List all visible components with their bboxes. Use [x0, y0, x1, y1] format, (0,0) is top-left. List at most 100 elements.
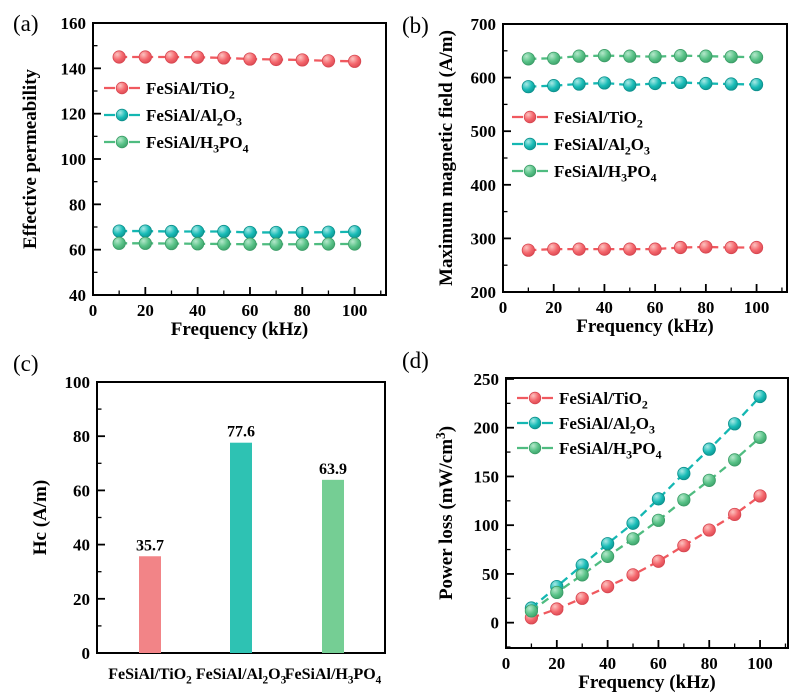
data-point-marker — [521, 52, 535, 66]
plot-area — [92, 22, 387, 296]
data-point-marker — [749, 50, 764, 64]
bar-tio2 — [139, 556, 161, 653]
data-point-marker — [138, 236, 152, 250]
x-axis-label: Frequency (kHz) — [578, 672, 715, 693]
data-point-marker — [699, 49, 713, 63]
series-line — [528, 245, 757, 252]
data-point-marker — [626, 568, 640, 582]
legend-label: FeSiAl/Al2O3 — [146, 106, 242, 129]
data-point-marker — [728, 453, 742, 467]
y-tick-label: 40 — [73, 536, 90, 555]
y-axis-label: Power loss (mW/cm3) — [433, 426, 457, 600]
x-tick-label: 60 — [650, 654, 667, 673]
series-line — [530, 395, 761, 609]
data-point-marker — [699, 76, 713, 91]
data-point-marker — [648, 242, 662, 256]
plot-area — [502, 23, 788, 293]
x-tick-label: 80 — [701, 654, 718, 673]
data-point-marker — [728, 507, 742, 522]
legend-item: FeSiAl/Al2O3 — [512, 135, 650, 158]
series-line — [531, 495, 761, 619]
y-tick-label: 500 — [471, 122, 497, 141]
data-point-marker — [217, 51, 231, 65]
panel-label: (d) — [402, 350, 429, 373]
x-tick-label: 20 — [548, 654, 565, 673]
data-point-marker — [269, 225, 283, 240]
data-point-marker — [191, 237, 205, 251]
data-point-marker — [699, 240, 713, 254]
legend: FeSiAl/TiO2 FeSiAl/Al2O3 FeSiAl/H3PO4 — [104, 79, 249, 156]
legend-item: FeSiAl/TiO2 — [517, 389, 648, 412]
x-tick-label: 60 — [647, 298, 664, 317]
series-tio2 — [112, 50, 362, 68]
data-point-marker — [601, 579, 615, 594]
data-point-marker — [572, 49, 586, 63]
y-tick-label: 250 — [474, 370, 500, 389]
data-point-marker — [597, 242, 612, 256]
legend-label: FeSiAl/Al2O3 — [554, 135, 650, 158]
data-point-marker — [321, 225, 336, 239]
legend-item: FeSiAl/H3PO4 — [512, 162, 657, 185]
data-point-marker — [753, 489, 767, 503]
panel-b-maximum-magnetic-field-chart: 0 20 40 60 80 100 200 300 400 500 600 700 Frequency … — [402, 13, 788, 337]
data-point-marker — [112, 224, 126, 238]
series-tio2 — [521, 240, 764, 257]
x-tick-label: 80 — [697, 298, 714, 317]
x-tick-label: 0 — [499, 298, 508, 317]
data-point-marker — [269, 52, 283, 67]
data-point-marker — [243, 225, 257, 240]
data-point-marker — [724, 50, 738, 64]
bar-value-label: 63.9 — [319, 461, 347, 478]
series-line — [119, 242, 355, 246]
series-line — [528, 54, 757, 60]
y-tick-label: 50 — [482, 565, 499, 584]
data-point-marker — [521, 243, 535, 257]
data-point-marker — [115, 108, 129, 122]
legend-item: FeSiAl/TiO2 — [104, 79, 235, 102]
y-tick-label: 60 — [69, 241, 86, 260]
y-tick-label: 140 — [61, 59, 87, 78]
category-label: FeSiAl/TiO2 — [108, 666, 192, 687]
legend-item: FeSiAl/TiO2 — [512, 108, 643, 131]
data-point-marker — [673, 240, 688, 255]
legend-label: FeSiAl/Al2O3 — [559, 414, 655, 437]
data-point-marker — [753, 389, 767, 404]
y-tick-label: 400 — [471, 176, 497, 195]
panel-label: (b) — [402, 13, 429, 38]
y-tick-label: 200 — [474, 419, 500, 438]
data-point-marker — [572, 242, 586, 256]
y-tick-label: 700 — [471, 15, 497, 34]
y-tick-label: 0 — [82, 644, 91, 663]
panel-d-power-loss-chart: 0 20 40 60 80 100 0 50 100 150 200 250 Frequency (kH… — [402, 350, 789, 693]
data-point-marker — [523, 164, 537, 178]
legend-label: FeSiAl/TiO2 — [146, 79, 235, 102]
data-point-marker — [677, 539, 691, 553]
series-al2o3 — [521, 75, 764, 94]
data-point-marker — [575, 591, 589, 605]
y-tick-label: 160 — [61, 14, 87, 33]
data-point-marker — [677, 493, 691, 507]
x-tick-label: 40 — [189, 301, 206, 320]
data-point-marker — [648, 50, 662, 64]
y-axis-label: Effective permeability — [20, 69, 41, 249]
data-point-marker — [547, 51, 561, 65]
legend-label: FeSiAl/H3PO4 — [146, 133, 249, 156]
y-tick-label: 150 — [474, 467, 500, 486]
data-point-marker — [295, 237, 309, 251]
data-point-marker — [528, 416, 542, 430]
x-tick-label: 0 — [89, 301, 98, 320]
x-tick-label: 60 — [241, 301, 258, 320]
x-tick-label: 100 — [744, 298, 770, 317]
y-tick-label: 120 — [61, 105, 87, 124]
x-tick-label: 20 — [137, 301, 154, 320]
data-point-marker — [321, 54, 336, 68]
data-point-marker — [597, 76, 612, 90]
data-point-marker — [550, 602, 564, 616]
legend: FeSiAl/TiO2 FeSiAl/Al2O3 FeSiAl/H3PO4 — [512, 108, 657, 185]
data-point-marker — [112, 236, 126, 250]
series-line — [530, 436, 761, 612]
data-point-marker — [702, 473, 716, 487]
data-point-marker — [623, 242, 637, 256]
x-axis-label: Frequency (kHz) — [171, 319, 308, 340]
